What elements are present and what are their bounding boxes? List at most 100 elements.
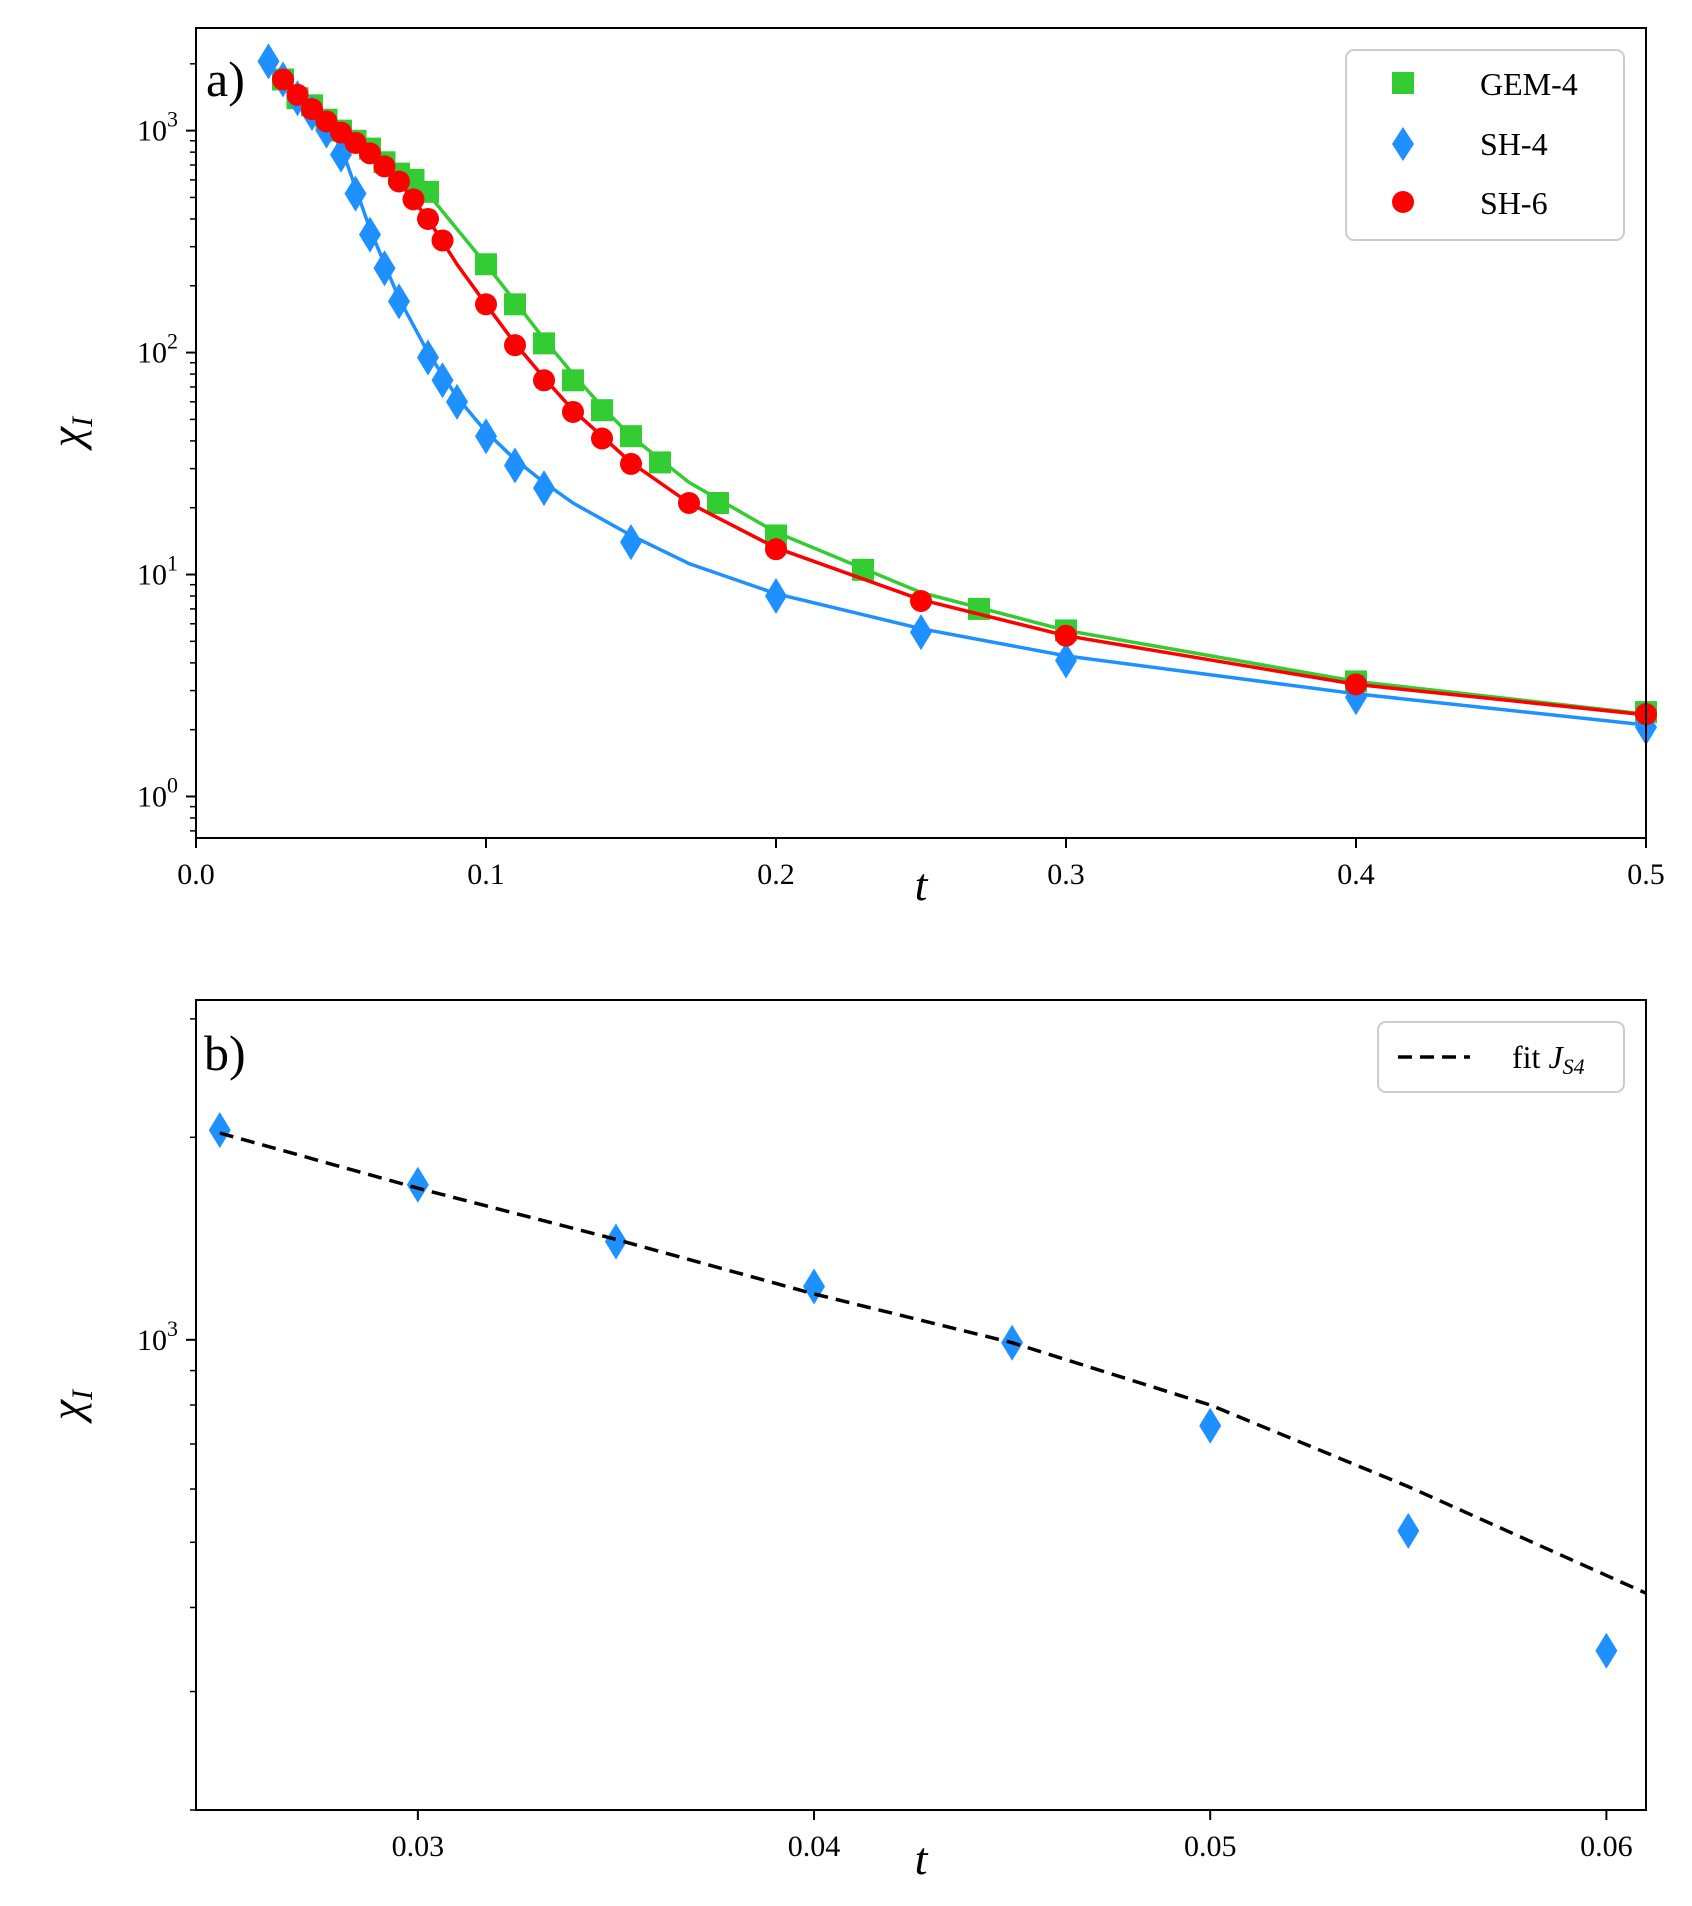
panel-a-ylabel: χI (41, 415, 99, 451)
panel-a-xtick-label: 0.0 (177, 858, 215, 891)
panel-a-tag: a) (206, 51, 245, 107)
panel-a-sh-6-point (562, 400, 584, 423)
panel-b-legend-box (1377, 1021, 1625, 1093)
panel-b-ylabel-main: χ (41, 1398, 92, 1424)
panel-b-sh-4-point (1595, 1632, 1618, 1669)
legend-fit-sub: S4 (1563, 1054, 1585, 1079)
panel-a-sh-4-point (373, 250, 396, 287)
legend-fit-label: fit JS4 (1512, 1039, 1585, 1079)
svg-text:χI: χI (41, 1388, 99, 1424)
panel-a-gem-4-point (504, 293, 526, 316)
panel-b-sh-4-point (208, 1112, 231, 1149)
panel-b-tag: b) (204, 1025, 246, 1081)
panel-a-sh-6-point (388, 170, 410, 193)
panel-a-xtick-label: 0.2 (757, 858, 795, 891)
panel-b-sh-4-point (1397, 1512, 1420, 1549)
panel-b-fit-line (219, 1131, 1647, 1595)
legend-gem4-label: GEM-4 (1480, 66, 1578, 102)
panel-a-sh-4-point (1055, 642, 1077, 679)
panel-a-xtick-label: 0.5 (1627, 858, 1665, 891)
svg-text:χI: χI (41, 415, 99, 451)
panel-a-series (257, 43, 1657, 746)
panel-a-sh-4-point (257, 43, 280, 80)
panel-a-ylabel-main: χ (41, 425, 92, 451)
panel-b: 0.03 0.04 0.05 0.06 103 b) t χI fit JS4 (41, 999, 1647, 1884)
legend-fit-j: J (1548, 1039, 1564, 1075)
panel-a-xtick-label: 0.4 (1337, 858, 1375, 891)
panel-a-legend-box (1345, 49, 1625, 241)
panel-a-gem-4-point (620, 425, 642, 448)
panel-a-sh-4-point (910, 614, 932, 651)
panel-a-sh-4-point (475, 418, 497, 455)
panel-b-xtick-label: 0.05 (1184, 1830, 1237, 1863)
panel-a-sh-4-point (446, 383, 468, 420)
panel-b-ylabel: χI (41, 1388, 99, 1424)
legend-sh6-marker (1392, 191, 1414, 213)
panel-a: 0.0 0.1 0.2 0.3 0.4 0.5 100 101 102 103 a) t χI G… (41, 27, 1665, 910)
legend-gem4-marker (1392, 72, 1414, 94)
panel-a-axes: 0.0 0.1 0.2 0.3 0.4 0.5 100 101 102 103 (137, 63, 1665, 891)
panel-a-ytick-label: 102 (137, 329, 178, 370)
panel-a-sh-6-point (417, 207, 439, 230)
panel-a-sh-6-point (620, 452, 642, 475)
panel-b-axes: 0.03 0.04 0.05 0.06 103 (137, 1018, 1633, 1863)
panel-b-legend: fit JS4 (1377, 1021, 1625, 1093)
panel-a-sh-4-point (765, 578, 787, 615)
panel-a-sh-6-point (431, 229, 454, 252)
panel-a-ytick-label: 100 (137, 772, 178, 813)
panel-a-sh-4-point (504, 447, 526, 484)
panel-b-sh-4-point (604, 1223, 627, 1260)
panel-a-sh-6-point (402, 188, 425, 211)
panel-a-sh-6-point (678, 492, 700, 515)
panel-a-gem-4-point (562, 369, 584, 392)
panel-a-sh-6-point (1345, 673, 1367, 696)
panel-a-gem-4-point (707, 492, 729, 515)
panel-a-sh-4-point (344, 175, 367, 212)
panel-b-ylabel-sub: I (66, 1388, 99, 1401)
panel-a-sh-6-point (286, 83, 309, 106)
panel-a-sh-6-point (272, 68, 294, 91)
panel-a-sh-6-point (475, 293, 497, 316)
panel-a-gem-4-point (649, 451, 671, 474)
panel-a-sh-4-point (620, 524, 642, 561)
panel-a-sh-4-point (388, 283, 410, 320)
panel-a-sh-6-point (504, 334, 526, 357)
panel-a-sh-6-point (1055, 624, 1077, 647)
legend-sh4-marker (1392, 127, 1414, 161)
panel-b-sh-4-point (803, 1268, 826, 1305)
panel-a-gem-4-point (475, 253, 497, 276)
panel-a-xtick-label: 0.1 (467, 858, 505, 891)
panel-b-xlabel: t (915, 1833, 929, 1884)
panel-a-sh-6-point (591, 427, 613, 450)
panel-a-gem-4-point (591, 399, 613, 422)
panel-a-sh-4-point (533, 470, 555, 507)
panel-b-sh-4-point (406, 1166, 429, 1203)
panel-b-xtick-label: 0.06 (1580, 1830, 1633, 1863)
panel-a-frame (195, 27, 1647, 839)
panel-a-sh-6-point (533, 369, 555, 392)
panel-a-sh-4-point (359, 216, 381, 253)
panel-a-sh-6-point (301, 98, 323, 121)
panel-b-series (208, 1112, 1647, 1669)
panel-a-sh-6-point (765, 538, 787, 561)
panel-b-frame (195, 999, 1647, 1811)
panel-a-ytick-label: 101 (137, 551, 178, 592)
panel-a-sh-4-point (431, 362, 454, 399)
panel-a-sh-6-point (373, 155, 396, 178)
panel-a-ytick-label: 103 (137, 107, 178, 148)
panel-a-sh-6-point (359, 142, 381, 165)
panel-a-gem-4-point (533, 332, 555, 355)
panel-a-sh-6-point (910, 589, 932, 612)
panel-b-ytick-label: 103 (137, 1316, 178, 1357)
panel-a-legend: GEM-4 SH-4 SH-6 (1345, 49, 1625, 241)
panel-b-xtick-label: 0.04 (788, 1830, 841, 1863)
legend-fit-word: fit (1512, 1039, 1541, 1075)
panel-a-xtick-label: 0.3 (1047, 858, 1085, 891)
panel-b-sh-4-point (1199, 1407, 1222, 1444)
panel-a-ylabel-sub: I (66, 415, 99, 428)
panel-a-xlabel: t (915, 859, 929, 910)
legend-sh6-label: SH-6 (1480, 185, 1548, 221)
panel-a-sh-4-point (417, 339, 439, 376)
legend-sh4-label: SH-4 (1480, 126, 1548, 162)
